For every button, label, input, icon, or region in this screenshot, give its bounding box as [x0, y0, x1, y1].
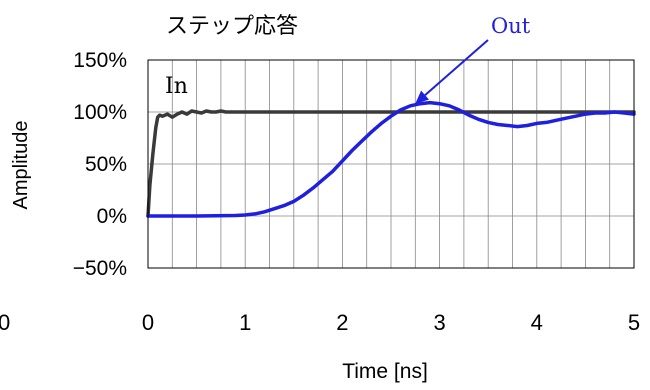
series-lines [146, 100, 636, 218]
x-tick-label: 0 [142, 310, 154, 335]
x-tick-label: 1 [239, 310, 251, 335]
series-line-in [146, 109, 636, 218]
series-line-out [146, 100, 636, 218]
chart-title: ステップ応答 [166, 14, 298, 39]
x-axis-title: Time [ns] [342, 360, 428, 383]
tick-labels: 0 1 2 3 4 5 150% 100% 50% 0% −50% [73, 49, 640, 335]
x-tick-label: 3 [433, 310, 445, 335]
stray-tick-label: 0 [0, 310, 10, 335]
y-tick-label: 0% [97, 205, 127, 228]
arrow-head [415, 90, 430, 104]
y-tick-label: −50% [73, 257, 127, 280]
y-axis-title: Amplitude [10, 121, 32, 210]
grid [148, 60, 634, 268]
plot-border [147, 59, 635, 269]
arrow-shaft [424, 39, 489, 96]
y-tick-label: 50% [85, 153, 127, 176]
out-annotation-arrow [415, 39, 489, 104]
series-label-out: Out [491, 14, 531, 38]
x-tick-label: 5 [628, 310, 640, 335]
y-tick-label: 150% [73, 49, 127, 72]
x-tick-label: 2 [336, 310, 348, 335]
y-tick-label: 100% [73, 101, 127, 124]
x-tick-label: 4 [531, 310, 543, 335]
series-label-in: In [165, 74, 188, 99]
